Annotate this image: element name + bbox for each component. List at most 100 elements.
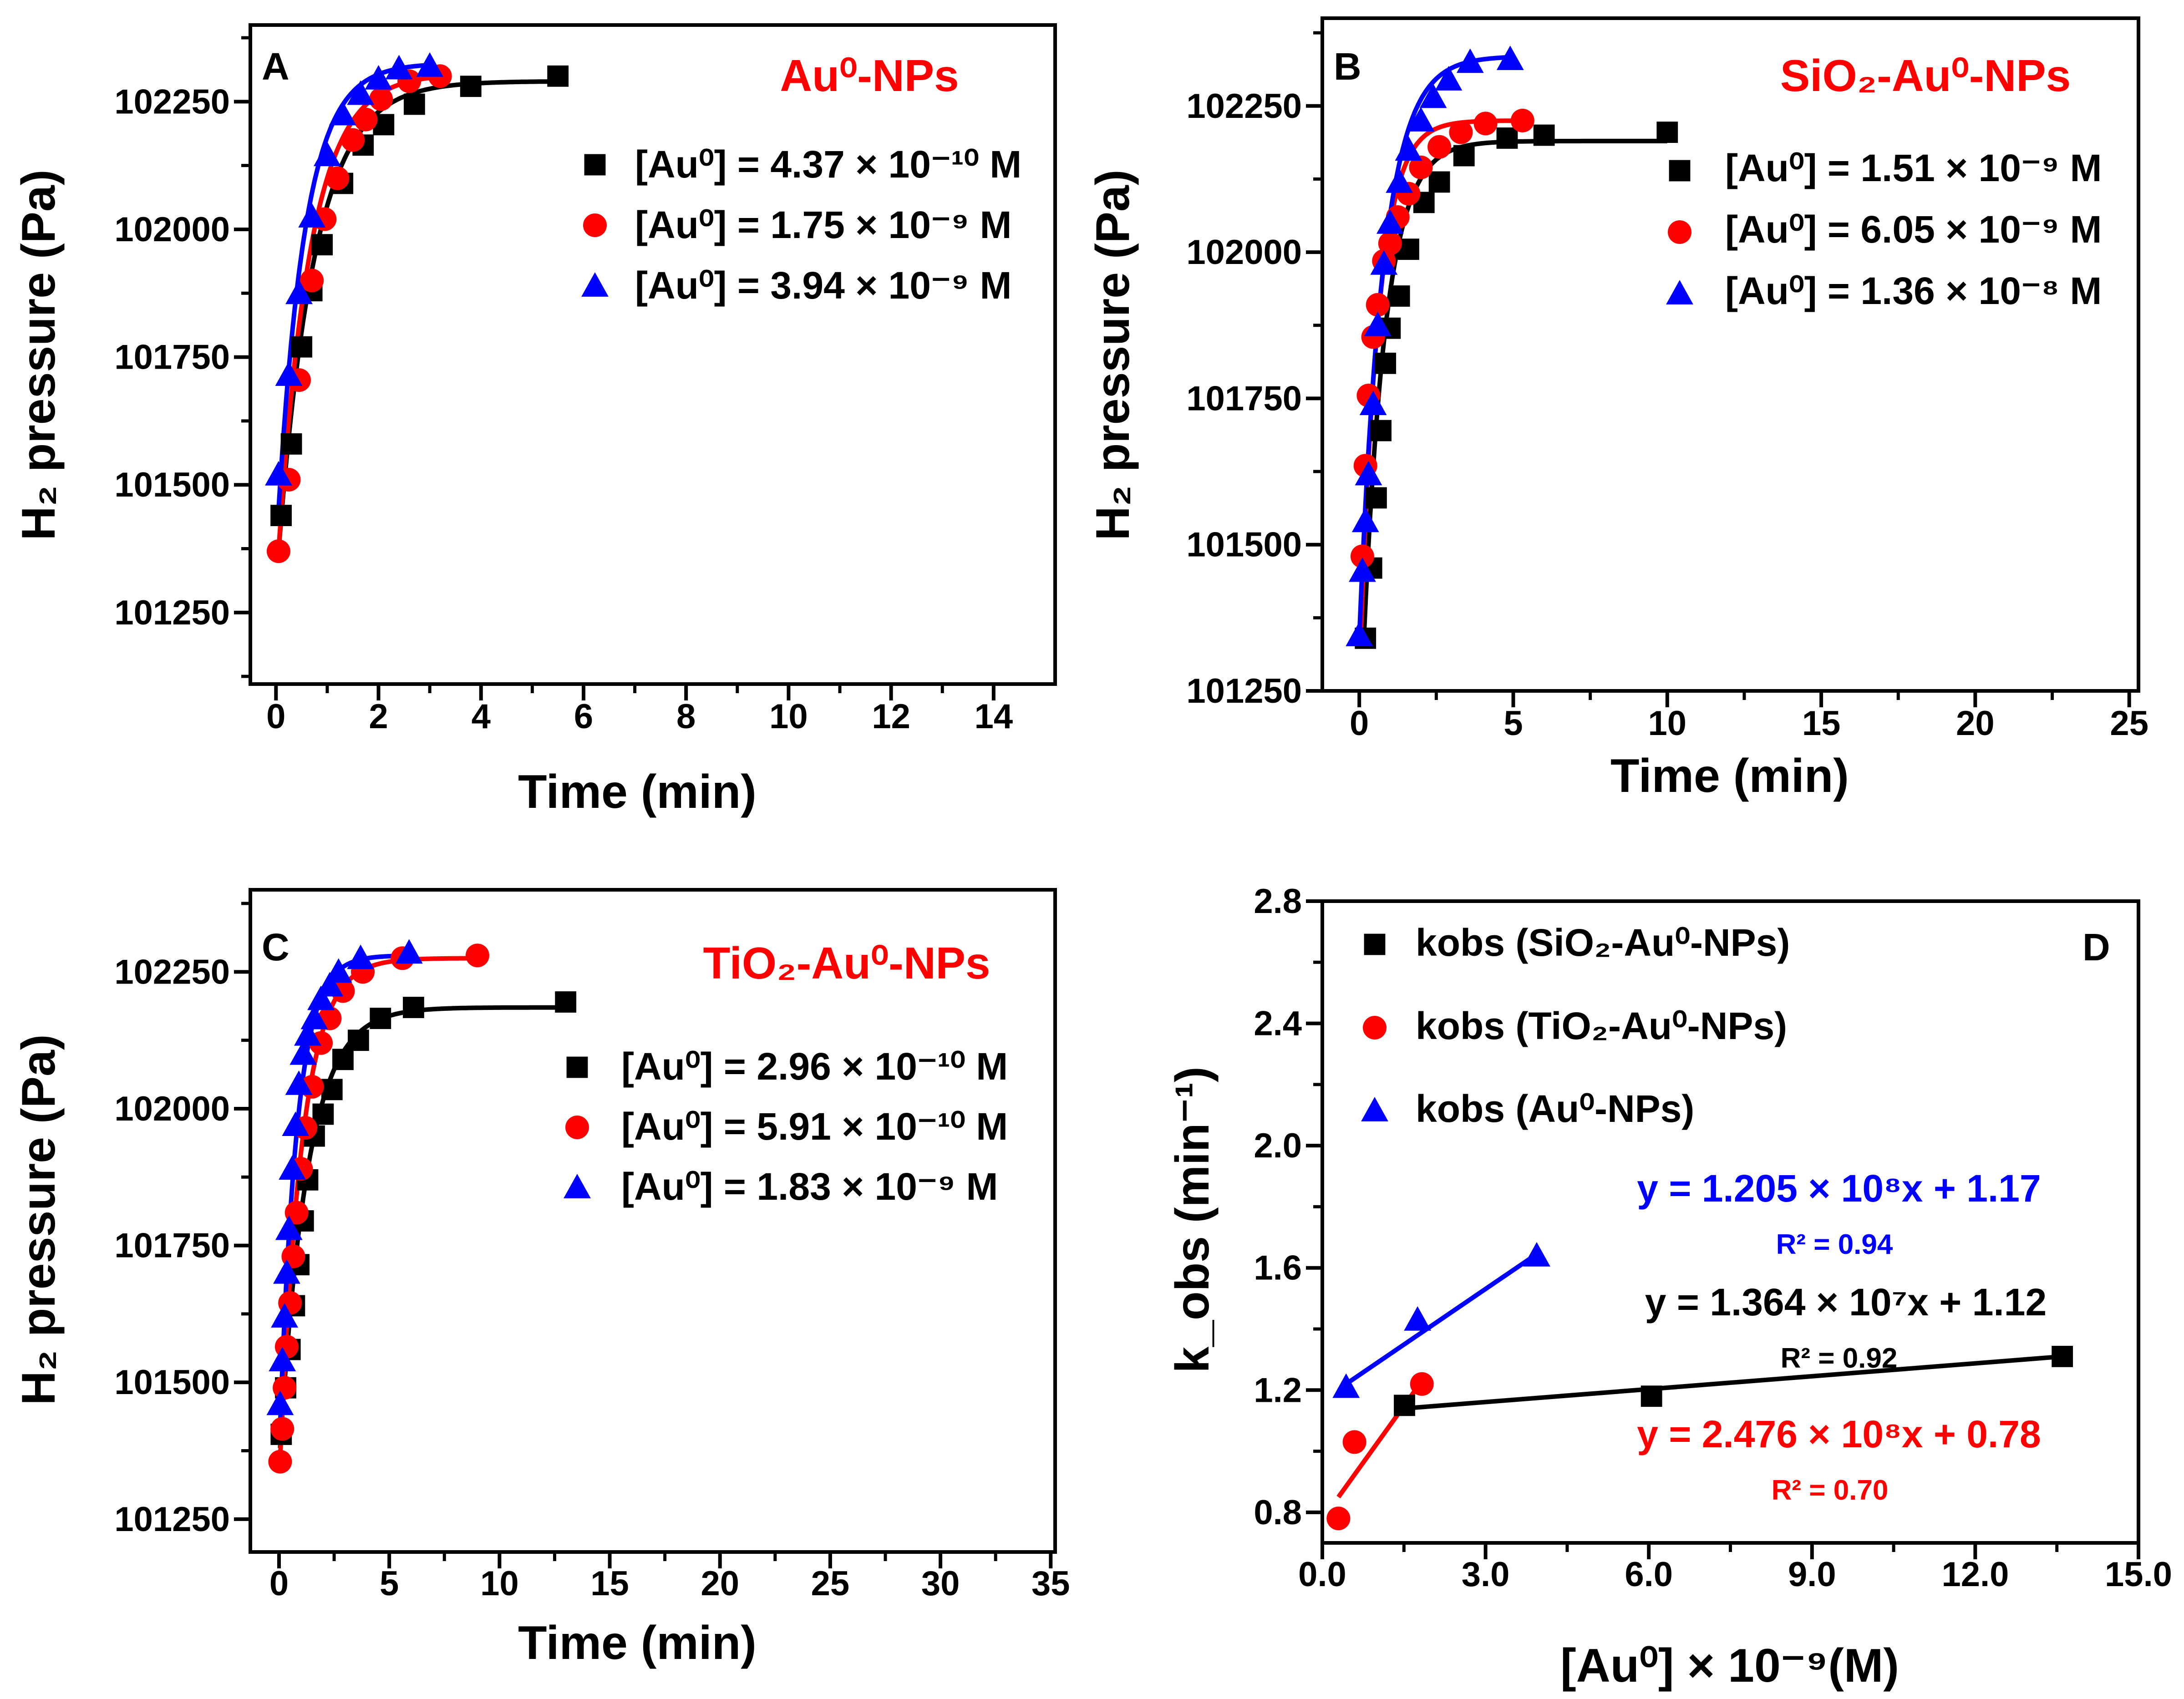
x-axis-label: Time (min): [518, 1617, 757, 1669]
x-tick-label: 6.0: [1625, 1555, 1673, 1594]
legend: [Au⁰] = 4.37 × 10⁻¹⁰ M [Au⁰] = 1.75 × 10…: [581, 143, 1021, 307]
blue-triangle-point: [365, 65, 392, 90]
red-circle-point: [1342, 1430, 1366, 1454]
x-tick-label: 0: [269, 1564, 289, 1603]
red-circle-point: [1510, 108, 1534, 132]
x-tick-label: 0.0: [1298, 1555, 1346, 1594]
blue-triangle-point: [298, 203, 326, 228]
black-square-point: [312, 1103, 334, 1125]
blue-triangle-point: [269, 1347, 296, 1372]
red-circle-point: [268, 1450, 292, 1474]
legend-marker-square: [584, 154, 606, 176]
x-tick-label: 8: [676, 697, 696, 736]
black-square-point: [2052, 1346, 2073, 1367]
x-tick-label: 15: [590, 1564, 629, 1603]
blue-triangle-point: [385, 55, 413, 80]
red-circle-point: [465, 943, 489, 968]
black-square-point: [1370, 420, 1392, 441]
legend-label: [Au⁰] = 1.51 × 10⁻⁹ M: [1725, 147, 2102, 189]
black-square-point: [311, 234, 333, 256]
blue-triangle-point: [1355, 461, 1382, 486]
blue-triangle-point: [279, 1155, 306, 1180]
black-legend-symbol: [1364, 933, 1386, 955]
red-circle-point: [273, 1376, 297, 1400]
blue-legend-symbol: [564, 1174, 591, 1198]
blue-triangle-point: [307, 985, 335, 1010]
y-tick-label: 101250: [114, 1500, 230, 1539]
legend-marker-triangle: [581, 272, 609, 297]
x-tick-label: 20: [701, 1564, 739, 1603]
x-tick-label: 5: [1503, 704, 1523, 743]
blue-triangle-point: [271, 1303, 298, 1328]
blue-triangle-point: [1496, 46, 1524, 70]
annotation-black-equation: y = 1.364 × 10⁷x + 1.12: [1645, 1281, 2047, 1324]
y-tick-label: 2.4: [1254, 1004, 1302, 1043]
blue-triangle-point: [314, 142, 341, 167]
red-circle-point: [284, 1201, 309, 1225]
blue-triangle-point: [416, 52, 444, 77]
blue-triangle-point: [1332, 1373, 1360, 1398]
legend: [Au⁰] = 1.51 × 10⁻⁹ M [Au⁰] = 6.05 × 10⁻…: [1666, 147, 2102, 312]
red-fit-curve: [1358, 118, 1526, 639]
x-tick-label: 15: [1802, 704, 1841, 743]
fit-curves: [276, 62, 558, 552]
data-points: [1346, 46, 1678, 649]
plot-frame: [249, 888, 1057, 1554]
x-tick-labels: 0.0 3.0 6.0 9.0 12.0 15.0: [1298, 1555, 2172, 1594]
x-tick-label: 12: [872, 697, 910, 736]
red-legend-symbol: [583, 213, 607, 237]
y-tick-labels: 0.8 1.2 1.6 2.0 2.4 2.8: [1254, 882, 1302, 1532]
red-circle-point: [300, 269, 324, 293]
legend-label: kobs (SiO₂-Au⁰-NPs): [1416, 921, 1790, 964]
y-tick-label: 1.2: [1254, 1371, 1302, 1410]
y-tick-label: 2.8: [1254, 882, 1302, 921]
x-tick-label: 14: [975, 697, 1013, 736]
blue-triangle-point: [1404, 1306, 1432, 1331]
legend: [Au⁰] = 2.96 × 10⁻¹⁰ M [Au⁰] = 5.91 × 10…: [564, 1045, 1008, 1208]
black-square-point: [1394, 1395, 1415, 1416]
x-tick-labels: 0 2 4 6 8 10 12 14: [266, 697, 1013, 736]
data-points: [1326, 1242, 2073, 1531]
blue-triangle-point: [1456, 48, 1484, 73]
y-tick-label: 102250: [114, 953, 230, 991]
y-tick-label: 1.6: [1254, 1249, 1302, 1288]
black-square-point: [403, 997, 424, 1018]
black-square-point: [370, 1008, 391, 1029]
black-legend-symbol: [584, 154, 606, 176]
red-circle-point: [325, 166, 350, 190]
axis-ticks: [1306, 899, 2140, 1559]
legend-label: [Au⁰] = 1.36 × 10⁻⁸ M: [1725, 269, 2102, 312]
red-circle-point: [1366, 293, 1390, 317]
red-circle-point: [270, 1417, 295, 1441]
x-tick-label: 5: [380, 1564, 399, 1603]
blue-triangle-point: [290, 1040, 317, 1065]
y-tick-label: 101750: [1186, 379, 1302, 418]
x-tick-labels: 0 5 10 15 20 25 30 35: [269, 1564, 1070, 1603]
legend-marker-square: [566, 1056, 588, 1078]
blue-triangle-point: [1370, 250, 1398, 275]
x-tick-label: 0: [1350, 704, 1369, 743]
blue-triangle-point: [294, 1021, 321, 1046]
black-square-point: [291, 336, 313, 358]
blue-triangle-point: [1364, 311, 1392, 336]
y-tick-label: 101500: [114, 1363, 230, 1402]
legend-marker-triangle: [1666, 280, 1693, 304]
y-tick-label: 101250: [114, 593, 230, 632]
legend-label: [Au⁰] = 2.96 × 10⁻¹⁰ M: [621, 1045, 1008, 1088]
black-square-point: [280, 433, 302, 455]
legend-label: kobs (TiO₂-Au⁰-NPs): [1416, 1004, 1787, 1047]
black-square-point: [1656, 122, 1678, 143]
y-tick-label: 101500: [114, 466, 230, 504]
blue-triangle-point: [275, 1215, 303, 1240]
blue-triangle-point: [1359, 391, 1387, 416]
red-circle-point: [369, 87, 393, 111]
black-square-point: [555, 991, 577, 1013]
blue-triangle-point: [329, 101, 356, 126]
blue-triangle-point: [316, 972, 344, 997]
red-circle-point: [1409, 155, 1433, 179]
x-tick-label: 30: [921, 1564, 960, 1603]
black-square-point: [1641, 1385, 1662, 1407]
blue-triangle-point: [1349, 557, 1376, 582]
black-square-point: [270, 505, 292, 526]
x-axis-label: Time (min): [1610, 750, 1849, 802]
